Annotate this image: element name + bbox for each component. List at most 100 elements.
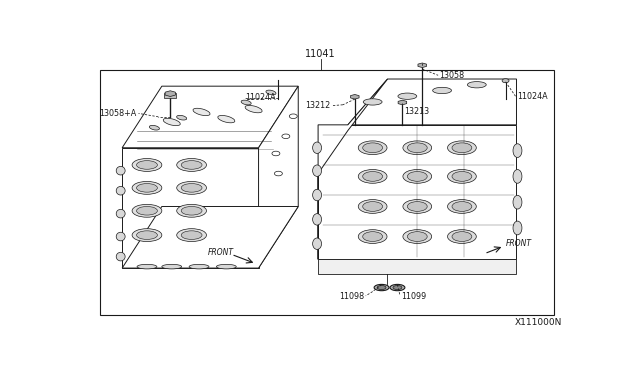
Ellipse shape	[266, 90, 276, 95]
Ellipse shape	[390, 284, 405, 291]
Ellipse shape	[136, 161, 157, 169]
Ellipse shape	[177, 158, 207, 171]
Ellipse shape	[447, 170, 476, 183]
Ellipse shape	[132, 158, 162, 171]
Circle shape	[502, 79, 509, 83]
Circle shape	[289, 114, 297, 119]
Text: 11099: 11099	[401, 292, 426, 301]
Ellipse shape	[181, 231, 202, 240]
Ellipse shape	[447, 141, 476, 155]
Ellipse shape	[136, 231, 157, 240]
Text: 13212: 13212	[305, 101, 330, 110]
Text: FRONT: FRONT	[208, 248, 234, 257]
Ellipse shape	[116, 232, 125, 241]
Ellipse shape	[393, 286, 402, 289]
Polygon shape	[348, 79, 516, 125]
Ellipse shape	[363, 232, 383, 241]
Bar	[164, 93, 176, 99]
Ellipse shape	[358, 141, 387, 155]
Ellipse shape	[513, 195, 522, 209]
Ellipse shape	[447, 230, 476, 243]
Ellipse shape	[312, 214, 321, 225]
Ellipse shape	[363, 202, 383, 211]
Ellipse shape	[408, 171, 428, 181]
Ellipse shape	[403, 170, 431, 183]
Ellipse shape	[177, 115, 187, 120]
Ellipse shape	[177, 229, 207, 241]
Polygon shape	[398, 100, 406, 105]
Ellipse shape	[467, 81, 486, 88]
Ellipse shape	[181, 183, 202, 192]
Ellipse shape	[162, 264, 182, 269]
Ellipse shape	[149, 125, 159, 130]
Polygon shape	[122, 206, 298, 268]
Ellipse shape	[377, 286, 386, 289]
Ellipse shape	[245, 105, 262, 113]
Ellipse shape	[132, 182, 162, 194]
Ellipse shape	[364, 99, 382, 105]
Ellipse shape	[181, 161, 202, 169]
Ellipse shape	[312, 165, 321, 176]
Text: 13058+A: 13058+A	[99, 109, 136, 118]
Polygon shape	[318, 125, 516, 260]
Ellipse shape	[193, 108, 210, 116]
Polygon shape	[122, 86, 298, 148]
Text: 11024A: 11024A	[245, 93, 276, 102]
Polygon shape	[318, 260, 516, 274]
Ellipse shape	[363, 143, 383, 153]
Ellipse shape	[408, 202, 428, 211]
Ellipse shape	[363, 171, 383, 181]
Ellipse shape	[358, 170, 387, 183]
Ellipse shape	[189, 264, 209, 269]
Ellipse shape	[452, 202, 472, 211]
Ellipse shape	[116, 166, 125, 175]
Circle shape	[282, 134, 290, 139]
Ellipse shape	[218, 115, 235, 123]
Text: FRONT: FRONT	[506, 239, 532, 248]
Ellipse shape	[452, 232, 472, 241]
Ellipse shape	[116, 252, 125, 261]
Polygon shape	[122, 148, 259, 268]
Ellipse shape	[403, 230, 431, 243]
Ellipse shape	[177, 204, 207, 217]
Ellipse shape	[408, 232, 428, 241]
Ellipse shape	[452, 171, 472, 181]
Ellipse shape	[447, 200, 476, 214]
Ellipse shape	[312, 189, 321, 201]
Text: X111000N: X111000N	[515, 318, 563, 327]
Ellipse shape	[181, 206, 202, 215]
Polygon shape	[351, 94, 359, 99]
Polygon shape	[318, 79, 388, 260]
Text: 13213: 13213	[404, 108, 429, 116]
Polygon shape	[259, 86, 298, 268]
Bar	[100, 70, 554, 315]
Ellipse shape	[513, 221, 522, 235]
Ellipse shape	[116, 209, 125, 218]
Ellipse shape	[403, 200, 431, 214]
Circle shape	[275, 171, 282, 176]
Ellipse shape	[216, 264, 236, 269]
Text: 11041: 11041	[305, 49, 336, 59]
Ellipse shape	[452, 143, 472, 153]
Ellipse shape	[374, 284, 389, 291]
Ellipse shape	[132, 229, 162, 241]
Text: 11024A: 11024A	[517, 92, 548, 101]
Ellipse shape	[163, 118, 180, 126]
Ellipse shape	[513, 170, 522, 183]
Ellipse shape	[513, 144, 522, 157]
Ellipse shape	[177, 182, 207, 194]
Ellipse shape	[137, 264, 157, 269]
Ellipse shape	[312, 142, 321, 154]
Ellipse shape	[132, 204, 162, 217]
Ellipse shape	[398, 93, 417, 99]
Polygon shape	[418, 63, 426, 68]
Text: 11098: 11098	[339, 292, 364, 301]
Ellipse shape	[358, 200, 387, 214]
Circle shape	[272, 151, 280, 156]
Ellipse shape	[408, 143, 428, 153]
Ellipse shape	[403, 141, 431, 155]
Ellipse shape	[312, 238, 321, 250]
Ellipse shape	[241, 100, 251, 105]
Ellipse shape	[433, 87, 451, 94]
Ellipse shape	[116, 186, 125, 195]
